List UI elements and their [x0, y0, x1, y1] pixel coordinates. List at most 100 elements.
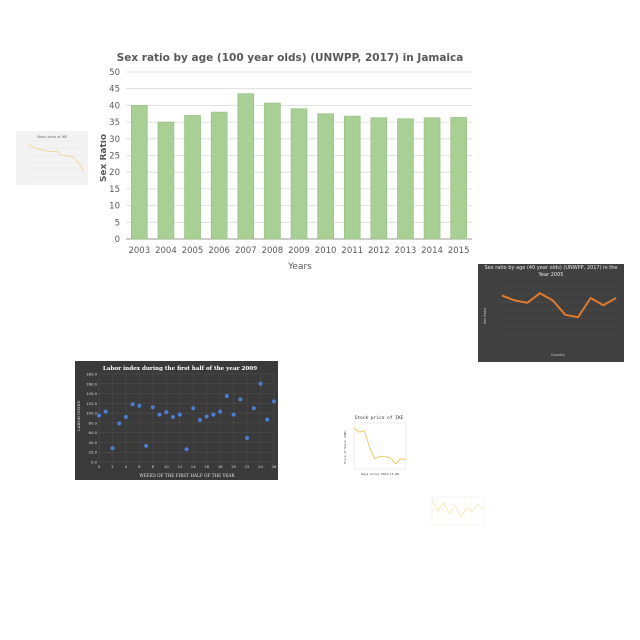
scatter-x-tick-label: 26	[272, 464, 277, 469]
scatter-point	[224, 394, 229, 398]
bar-x-tick-label: 2009	[288, 246, 310, 256]
bar-y-tick-label: 20	[109, 168, 120, 178]
scatter-point	[245, 436, 250, 441]
scatter-x-tick-label: 16	[204, 464, 209, 469]
scatter-point	[97, 413, 101, 418]
bar-x-tick-label: 2007	[235, 246, 257, 256]
bar-y-tick-label: 30	[109, 135, 120, 145]
bar-chart-xlabel: Years	[287, 262, 312, 272]
bar-y-tick-label: 25	[109, 152, 120, 162]
line-chart-40-year-olds-ylabel: Sex Ratio	[483, 308, 487, 324]
scatter-labor-index-chart: Labor index during the first half of the…	[76, 366, 277, 478]
scatter-point	[177, 412, 182, 417]
scatter-point	[164, 410, 169, 415]
bar	[131, 105, 148, 240]
scatter-y-tick-label: 120.0	[86, 401, 97, 406]
scatter-xlabel: WEEKS OF THE FIRST HALF OF THE YEAR	[139, 473, 235, 478]
line-chart-40-year-olds-chart: Sex ratio by age (40 year olds) (UNWPP, …	[483, 265, 618, 357]
scatter-point	[103, 409, 108, 414]
bar	[317, 113, 334, 240]
bar	[237, 93, 255, 240]
scatter-point	[123, 415, 128, 420]
scatter-point	[144, 443, 149, 448]
scatter-labor-index: Labor index during the first half of the…	[75, 361, 278, 480]
bar-chart: Sex ratio by age (100 year olds) (UNWPP,…	[100, 52, 472, 272]
scatter-point	[197, 417, 202, 422]
scatter-point	[171, 415, 176, 420]
bar-chart-title: Sex ratio by age (100 year olds) (UNWPP,…	[117, 52, 464, 64]
scatter-point	[184, 447, 189, 452]
thumb-tiny-line-chart	[431, 496, 485, 526]
thumb-tiny-line	[426, 491, 488, 529]
bar	[370, 117, 388, 240]
scatter-point	[231, 412, 236, 417]
scatter-point	[204, 414, 209, 419]
thumb-stock-ike-small-title: Stock price of IKE	[37, 135, 68, 139]
bar	[184, 115, 201, 240]
bar-y-tick-label: 10	[109, 202, 120, 212]
tiny-series-line	[431, 499, 485, 518]
bar	[290, 108, 308, 240]
bar	[157, 121, 175, 240]
scatter-point	[211, 412, 216, 417]
bar	[343, 115, 361, 240]
scatter-point	[117, 421, 122, 426]
bar	[450, 117, 467, 240]
stock-ike-ylabel: Price of Stock (USD)	[343, 430, 347, 464]
bar-y-tick-label: 45	[109, 85, 120, 95]
bar-chart-panel: Sex ratio by age (100 year olds) (UNWPP,…	[100, 40, 480, 280]
scatter-x-tick-label: 4	[125, 464, 128, 469]
scatter-point	[238, 397, 243, 402]
bar-y-tick-label: 40	[109, 101, 120, 111]
stock-ike-xlabel: Days since 2011-11-06	[361, 472, 399, 476]
stock2-series-line	[353, 427, 407, 465]
bar-y-tick-label: 5	[115, 218, 120, 228]
scatter-y-tick-label: 0.0	[91, 460, 98, 465]
scatter-y-tick-label: 180.0	[86, 372, 97, 377]
scatter-y-tick-label: 80.0	[89, 420, 98, 425]
stock-ike-title: Stock price of IKE	[355, 415, 404, 421]
dark-line-series-line	[501, 292, 617, 319]
scatter-x-tick-label: 0	[98, 464, 101, 469]
scatter-x-tick-label: 12	[177, 464, 182, 469]
scatter-x-tick-label: 2	[111, 464, 114, 469]
scatter-x-tick-label: 20	[231, 464, 236, 469]
bar-x-tick-label: 2015	[448, 246, 470, 256]
bar-x-tick-label: 2012	[368, 246, 390, 256]
bar	[423, 117, 441, 240]
scatter-x-tick-label: 8	[152, 464, 155, 469]
bar-x-tick-label: 2004	[155, 246, 177, 256]
bar	[397, 118, 414, 240]
bar-x-tick-label: 2011	[341, 246, 363, 256]
scatter-point	[218, 409, 223, 414]
scatter-point	[157, 412, 162, 417]
bar-x-tick-label: 2008	[262, 246, 284, 256]
bar	[210, 111, 228, 240]
scatter-x-tick-label: 6	[138, 464, 141, 469]
scatter-point	[258, 381, 263, 386]
bar-x-tick-label: 2005	[182, 246, 204, 256]
scatter-point	[251, 406, 256, 411]
line-chart-stock-ike-chart: Stock price of IKE Price of Stock (USD) …	[343, 415, 407, 476]
scatter-x-tick-label: 10	[164, 464, 169, 469]
scatter-point	[130, 402, 135, 407]
thumb-stock-ike-small: Stock price of IKE	[16, 131, 88, 185]
bar-x-tick-label: 2003	[128, 246, 150, 256]
line-chart-stock-ike: Stock price of IKE Price of Stock (USD) …	[342, 411, 409, 477]
scatter-y-tick-label: 60.0	[89, 430, 98, 435]
thumb-stock-ike-small-chart: Stock price of IKE	[27, 135, 85, 178]
bar-y-tick-label: 50	[109, 68, 120, 78]
scatter-title: Labor index during the first half of the…	[103, 366, 257, 372]
scatter-y-tick-label: 40.0	[89, 440, 98, 445]
scatter-point	[150, 405, 155, 410]
stock2-frame	[353, 422, 407, 470]
scatter-x-tick-label: 18	[218, 464, 223, 469]
bar-y-tick-label: 15	[109, 185, 120, 195]
scatter-y-tick-label: 100.0	[86, 411, 97, 416]
bar-y-tick-label: 35	[109, 118, 120, 128]
scatter-x-tick-label: 22	[245, 464, 250, 469]
scatter-x-tick-label: 24	[258, 464, 263, 469]
scatter-point	[272, 399, 276, 404]
bar-y-tick-label: 0	[115, 235, 120, 245]
scatter-y-tick-label: 20.0	[89, 450, 98, 455]
